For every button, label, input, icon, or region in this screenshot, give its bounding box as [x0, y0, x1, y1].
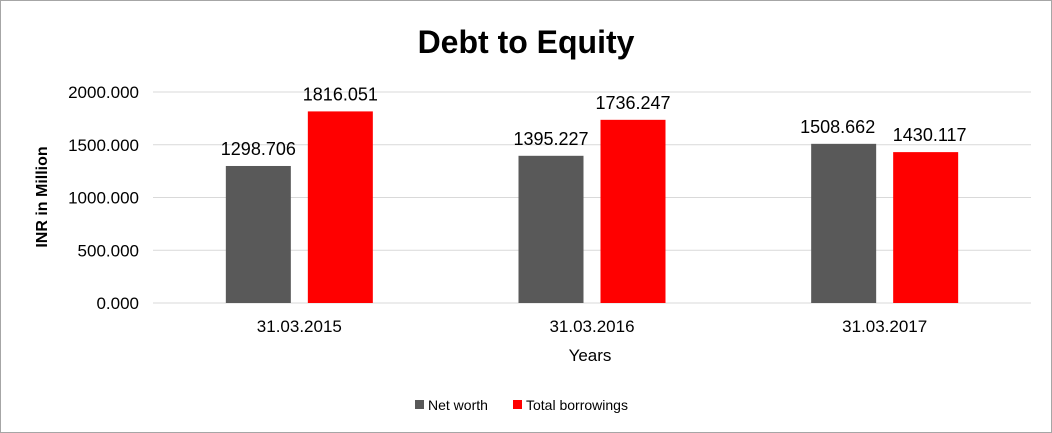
data-label: 1430.117 — [893, 125, 967, 145]
y-axis-label: INR in Million — [34, 146, 51, 247]
bar-net-worth — [518, 155, 584, 303]
y-tick-label: 1500.000 — [68, 136, 139, 155]
data-label: 1395.227 — [513, 129, 588, 149]
chart-title: Debt to Equity — [418, 24, 635, 60]
legend: Net worth Total borrowings — [415, 397, 628, 413]
legend-label: Net worth — [428, 397, 488, 413]
data-label: 1736.247 — [595, 93, 670, 113]
x-tick-label: 31.03.2015 — [257, 317, 342, 336]
x-axis-label: Years — [569, 346, 612, 365]
gridlines — [153, 91, 1031, 304]
bar-net-worth — [811, 143, 877, 303]
x-tick-label: 31.03.2017 — [842, 317, 927, 336]
legend-swatch — [415, 400, 424, 409]
data-label: 1816.051 — [303, 84, 378, 104]
x-tick-label: 31.03.2016 — [549, 317, 634, 336]
legend-label: Total borrowings — [526, 397, 628, 413]
bar-net-worth — [225, 165, 291, 303]
data-label: 1298.706 — [221, 139, 296, 159]
bar-total-borrowings — [307, 111, 373, 303]
bar-total-borrowings — [893, 152, 959, 303]
x-axis-ticks: 31.03.2015 31.03.2016 31.03.2017 — [257, 317, 927, 336]
bars — [225, 111, 959, 303]
data-labels: 1298.706 1816.051 1395.227 1736.247 1508.662… — [221, 84, 967, 159]
y-tick-label: 1000.000 — [68, 189, 139, 208]
y-tick-label: 2000.000 — [68, 83, 139, 102]
y-axis-ticks: 0.000 500.000 1000.000 1500.000 2000.000 — [68, 83, 139, 313]
y-tick-label: 500.000 — [78, 241, 139, 260]
bar-total-borrowings — [600, 119, 666, 303]
data-label: 1508.662 — [800, 117, 875, 137]
legend-swatch — [513, 400, 522, 409]
y-tick-label: 0.000 — [96, 294, 139, 313]
